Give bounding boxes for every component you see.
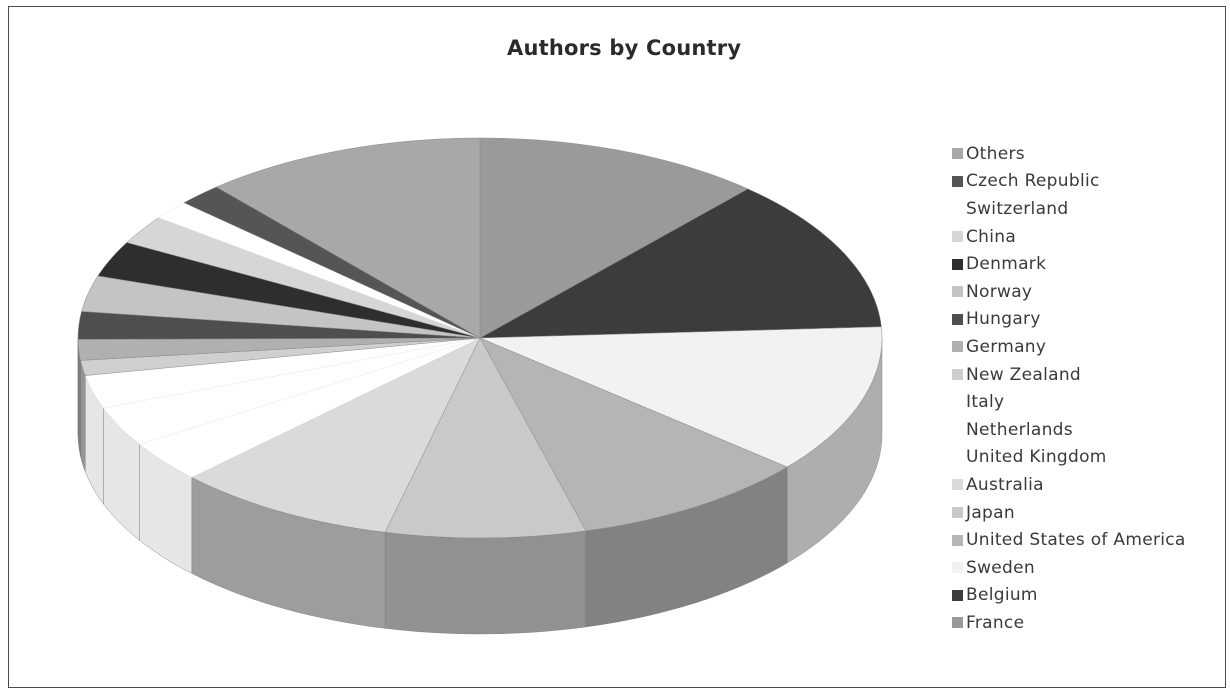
legend-item: Netherlands: [952, 416, 1228, 444]
chart-legend: Others Czech Republic Switzerland China Denm…: [952, 140, 1228, 637]
legend-swatch: [952, 203, 963, 214]
legend-label: Japan: [966, 502, 1015, 523]
legend-label: Denmark: [966, 254, 1047, 275]
legend-label: Italy: [966, 392, 1005, 413]
legend-label: United States of America: [966, 530, 1186, 551]
legend-label: Others: [966, 143, 1025, 164]
legend-swatch: [952, 258, 963, 270]
legend-label: Switzerland: [966, 198, 1069, 219]
legend-swatch: [952, 507, 963, 519]
legend-label: Belgium: [966, 585, 1038, 606]
pie-slice-japan: [384, 337, 587, 539]
pie-slice-united-states-of-america: [479, 337, 788, 532]
legend-item: United Kingdom: [952, 444, 1228, 472]
pie-slice-france: [479, 137, 749, 339]
legend-item: France: [952, 609, 1228, 637]
legend-item: Belgium: [952, 582, 1228, 610]
pie-slice-norway: [81, 275, 481, 339]
chart-title: Authors by Country: [507, 36, 742, 60]
legend-swatch: [952, 617, 963, 629]
legend-label: Norway: [966, 281, 1033, 302]
pie-side-japan: [384, 530, 587, 635]
legend-label: United Kingdom: [966, 447, 1107, 468]
legend-item: Sweden: [952, 554, 1228, 582]
legend-item: Norway: [952, 278, 1228, 306]
pie-slice-denmark: [97, 242, 481, 339]
legend-label: France: [966, 612, 1025, 633]
pie-slice-netherlands: [102, 337, 481, 445]
legend-swatch: [952, 175, 963, 187]
legend-swatch: [952, 313, 963, 325]
pie-slice-belgium: [479, 188, 882, 339]
legend-swatch: [952, 534, 963, 546]
pie-slice-china: [126, 217, 481, 339]
legend-label: Sweden: [966, 557, 1035, 578]
legend-swatch: [952, 397, 963, 408]
legend-label: Germany: [966, 336, 1047, 357]
pie-slice-united-kingdom: [139, 337, 481, 478]
legend-label: Australia: [966, 474, 1044, 495]
pie-top: [77, 137, 883, 539]
legend-item: United States of America: [952, 526, 1228, 554]
pie-slice-sweden: [479, 326, 883, 468]
pie-slice-hungary: [77, 311, 481, 340]
pie-side-new-zealand: [80, 360, 86, 472]
legend-item: Japan: [952, 499, 1228, 527]
legend-label: New Zealand: [966, 364, 1082, 385]
legend-label: Czech Republic: [966, 171, 1100, 192]
legend-item: Others: [952, 140, 1228, 168]
legend-swatch: [952, 341, 963, 353]
legend-swatch: [952, 479, 963, 491]
legend-label: Hungary: [966, 309, 1041, 330]
pie-side-walls: [77, 337, 883, 635]
legend-label: China: [966, 226, 1017, 247]
legend-swatch: [952, 589, 963, 601]
legend-item: Hungary: [952, 306, 1228, 334]
legend-item: Denmark: [952, 250, 1228, 278]
legend-item: China: [952, 223, 1228, 251]
legend-label: Netherlands: [966, 419, 1073, 440]
legend-item: Germany: [952, 333, 1228, 361]
legend-swatch: [952, 286, 963, 298]
pie-slice-italy: [84, 337, 481, 409]
legend-swatch: [952, 369, 963, 381]
legend-swatch: [952, 424, 963, 435]
legend-swatch: [952, 231, 963, 243]
legend-item: Czech Republic: [952, 168, 1228, 196]
legend-item: Switzerland: [952, 195, 1228, 223]
legend-item: Australia: [952, 471, 1228, 499]
legend-item: New Zealand: [952, 361, 1228, 389]
legend-swatch: [952, 452, 963, 463]
pie-slice-others: [215, 137, 481, 339]
legend-swatch: [952, 148, 963, 160]
legend-item: Italy: [952, 388, 1228, 416]
pie-slice-australia: [191, 337, 481, 533]
legend-swatch: [952, 562, 963, 574]
